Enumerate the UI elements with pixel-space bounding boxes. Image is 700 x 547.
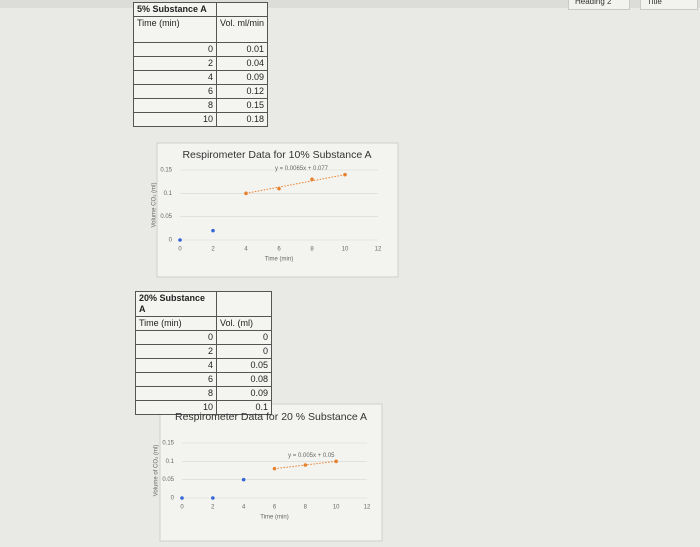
blank-cell	[216, 2, 268, 17]
y-tick-label: 0.15	[162, 441, 174, 447]
title-row: 20% Substance A	[135, 291, 272, 317]
y-tick-label: 0.15	[160, 168, 172, 174]
point	[303, 463, 308, 467]
cell: 0	[216, 344, 272, 359]
cell: 0.09	[216, 386, 272, 401]
row: 6 0.08	[135, 372, 272, 387]
x-tick-label: 2	[211, 505, 215, 511]
header-cell: Time (min)	[135, 316, 217, 331]
style-title[interactable]: Title	[640, 0, 698, 10]
style-heading2[interactable]: Heading 2	[568, 0, 630, 10]
row: 2 0.04	[133, 56, 268, 71]
cell: 0.12	[216, 84, 268, 99]
point	[211, 228, 215, 233]
y-tick-label: 0.05	[162, 477, 174, 483]
blank-cell	[216, 291, 272, 317]
x-tick-label: 0	[180, 505, 184, 511]
row: 0 0.01	[133, 42, 268, 57]
x-tick-label: 2	[211, 247, 215, 253]
row: 10 0.18	[133, 112, 268, 127]
header-row: Time (min) Vol. (ml)	[135, 316, 272, 331]
table-title: 5% Substance A	[133, 2, 217, 17]
point	[277, 186, 281, 191]
y-tick-label: 0	[171, 496, 175, 502]
x-tick-label: 10	[333, 505, 340, 511]
header-row: Time (min) Vol. ml/min	[133, 16, 268, 43]
y-axis-label: Volume of CO₂ (ml)	[154, 445, 160, 497]
point	[310, 177, 314, 182]
cell: 4	[135, 358, 217, 373]
point	[272, 466, 277, 471]
y-tick-label: 0.1	[166, 459, 175, 465]
x-axis-label: Time (min)	[260, 515, 288, 521]
row: 4 0.05	[135, 358, 272, 373]
cell: 0	[216, 330, 272, 345]
x-tick-label: 6	[273, 505, 277, 511]
row: 6 0.12	[133, 84, 268, 99]
data-table: 5% Substance A Time (min) Vol. ml/min 0 0.01…	[133, 2, 268, 127]
cell: 0	[135, 330, 217, 345]
chart-title: Respirometer Data for 10% Substance A	[182, 149, 372, 161]
cell: 2	[133, 56, 217, 71]
x-tick-label: 4	[244, 247, 248, 253]
cell: 10	[133, 112, 217, 127]
cell: 0.09	[216, 70, 268, 85]
cell: 2	[135, 344, 217, 359]
ribbon: Heading 2 Title	[0, 0, 700, 10]
cell: 0.04	[216, 56, 268, 71]
point	[244, 191, 248, 196]
cell: 6	[133, 84, 217, 99]
point	[334, 459, 338, 464]
point	[211, 496, 215, 500]
cell: 0	[133, 42, 217, 57]
x-tick-label: 8	[310, 247, 314, 253]
cell: 8	[133, 98, 217, 113]
x-tick-label: 12	[375, 247, 382, 253]
y-tick-label: 0.1	[164, 191, 173, 197]
row: 4 0.09	[133, 70, 268, 85]
cell: 4	[133, 70, 217, 85]
cell: 0.15	[216, 98, 268, 113]
x-tick-label: 0	[178, 247, 182, 253]
chart-frame	[156, 142, 399, 278]
x-tick-label: 6	[277, 247, 281, 253]
point	[343, 172, 347, 177]
x-tick-label: 8	[304, 505, 308, 511]
x-tick-label: 4	[242, 505, 246, 511]
x-axis-label: Time (min)	[265, 257, 293, 263]
cell: 0.08	[216, 372, 272, 387]
header-cell: Vol. (ml)	[216, 316, 272, 331]
x-tick-label: 12	[364, 505, 371, 511]
y-tick-label: 0	[169, 238, 173, 244]
row: 10 0.1	[135, 400, 272, 415]
chart-title: Respirometer Data for 20 % Substance A	[174, 411, 367, 423]
header-cell: Time (min)	[133, 16, 217, 43]
cell: 0.18	[216, 112, 268, 127]
row: 8 0.15	[133, 98, 268, 113]
cell: 0.01	[216, 42, 268, 57]
data-table: 20% Substance A Time (min) Vol. (ml) 0 0 2 0 4 0…	[135, 291, 272, 415]
y-axis-label: Volume CO₂ (ml)	[152, 182, 158, 227]
cell: 8	[135, 386, 217, 401]
x-tick-label: 10	[342, 247, 349, 253]
header-cell: Vol. ml/min	[216, 16, 268, 43]
cell: 10	[135, 400, 217, 415]
cell: 0.05	[216, 358, 272, 373]
point	[180, 496, 184, 500]
chart-frame	[159, 403, 383, 542]
row: 8 0.09	[135, 386, 272, 401]
title-row: 5% Substance A	[133, 2, 268, 17]
cell: 6	[135, 372, 217, 387]
y-tick-label: 0.05	[160, 214, 172, 220]
cell: 0.1	[216, 400, 272, 415]
trendline-label: y = 0.005x + 0.05	[288, 453, 335, 459]
point	[178, 238, 182, 242]
trendline-label: y = 0.0065x + 0.077	[275, 166, 329, 172]
table-title: 20% Substance A	[135, 291, 217, 317]
point	[241, 477, 246, 482]
